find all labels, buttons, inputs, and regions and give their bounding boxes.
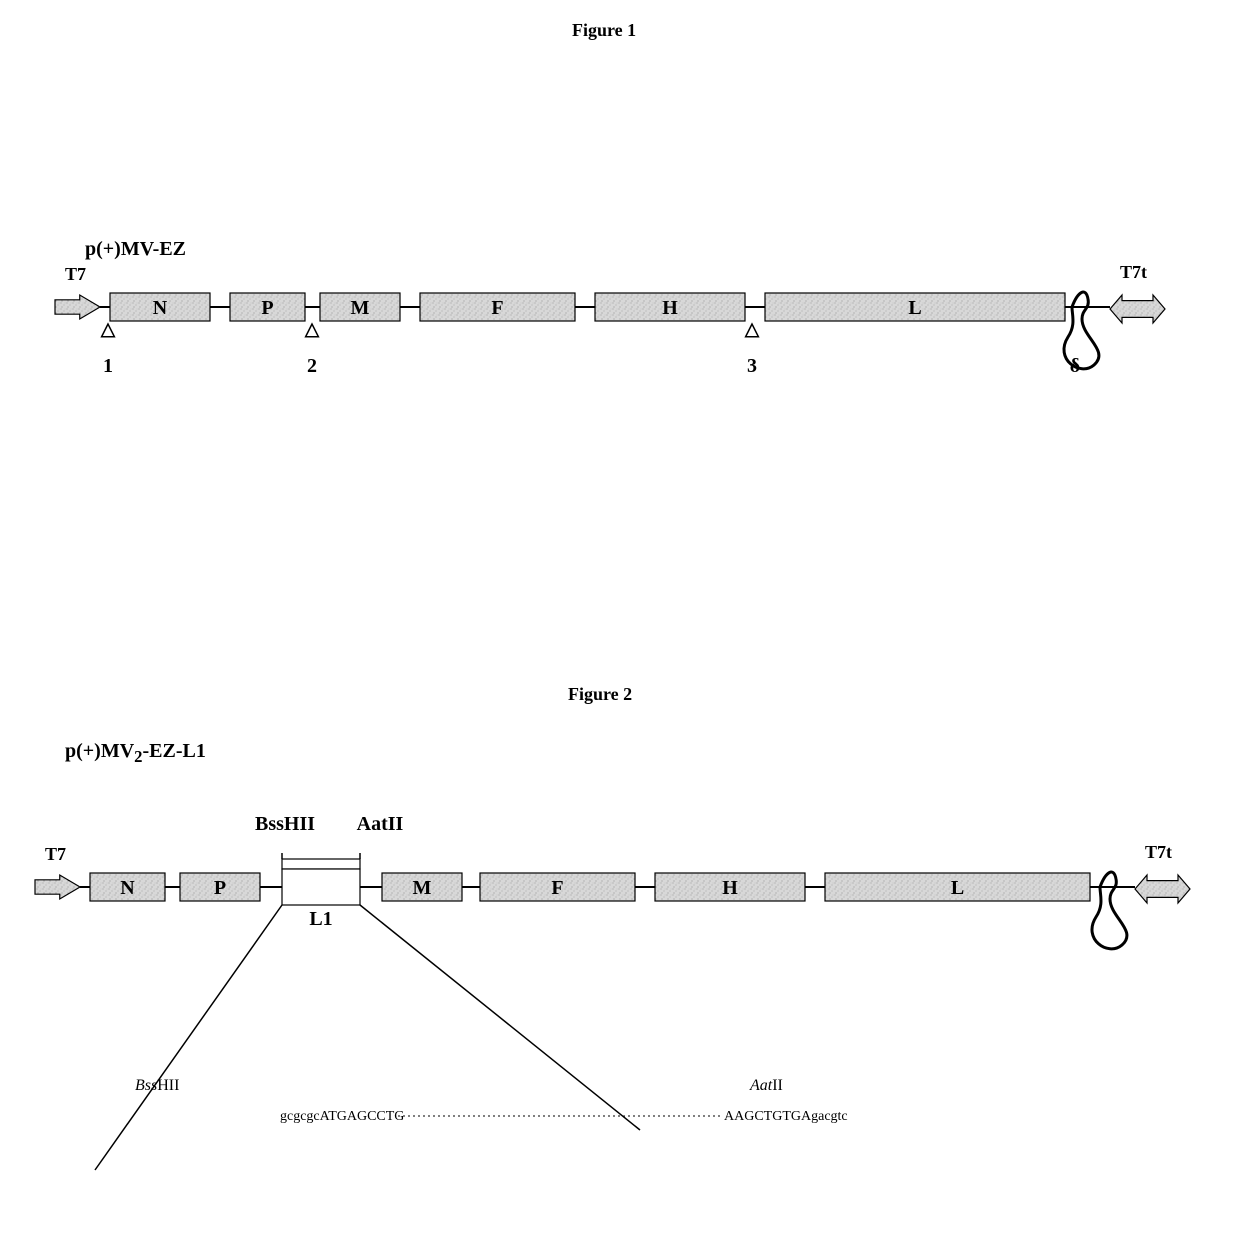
svg-text:BssHII: BssHII — [255, 813, 315, 835]
svg-text:N: N — [120, 877, 135, 899]
svg-text:BssHII: BssHII — [135, 1077, 179, 1094]
svg-text:L1: L1 — [309, 908, 332, 930]
svg-text:AatII: AatII — [357, 813, 404, 835]
svg-text:3: 3 — [747, 355, 757, 377]
svg-text:P: P — [261, 297, 273, 319]
svg-text:T7t: T7t — [1145, 842, 1172, 862]
figure2-diagram: T7 N P L1 BssHII AatII M F H L T7t BssHII AatII gcgcg… — [0, 810, 1240, 1210]
svg-text:gcgcgcATGAGCCTG: gcgcgcATGAGCCTG — [280, 1109, 404, 1124]
figure2-title: Figure 2 — [568, 684, 632, 705]
svg-text:F: F — [491, 297, 503, 319]
svg-text:M: M — [351, 297, 370, 319]
figure2-construct-name: p(+)MV2-EZ-L1 — [65, 740, 206, 767]
svg-text:H: H — [662, 297, 678, 319]
figure1-diagram: T7 N P M F H L T7t 1 2 3 δ — [0, 260, 1240, 440]
svg-text:1: 1 — [103, 355, 113, 377]
svg-text:T7: T7 — [45, 844, 66, 864]
svg-text:2: 2 — [307, 355, 317, 377]
svg-text:L: L — [951, 877, 964, 899]
svg-text:T7t: T7t — [1120, 262, 1147, 282]
svg-text:N: N — [153, 297, 168, 319]
page: Figure 1 p(+)MV-EZ T7 N P M F H L T7t 1 2 3 δ Figur… — [0, 0, 1240, 1257]
svg-text:δ: δ — [1070, 355, 1080, 377]
svg-text:T7: T7 — [65, 264, 86, 284]
svg-text:H: H — [722, 877, 738, 899]
figure1-construct-name: p(+)MV-EZ — [85, 238, 186, 261]
figure1-title: Figure 1 — [572, 20, 636, 41]
svg-text:F: F — [551, 877, 563, 899]
svg-text:M: M — [413, 877, 432, 899]
svg-text:AAGCTGTGAgacgtc: AAGCTGTGAgacgtc — [724, 1109, 848, 1124]
svg-text:L: L — [908, 297, 921, 319]
svg-text:P: P — [214, 877, 226, 899]
svg-text:AatII: AatII — [749, 1077, 783, 1094]
